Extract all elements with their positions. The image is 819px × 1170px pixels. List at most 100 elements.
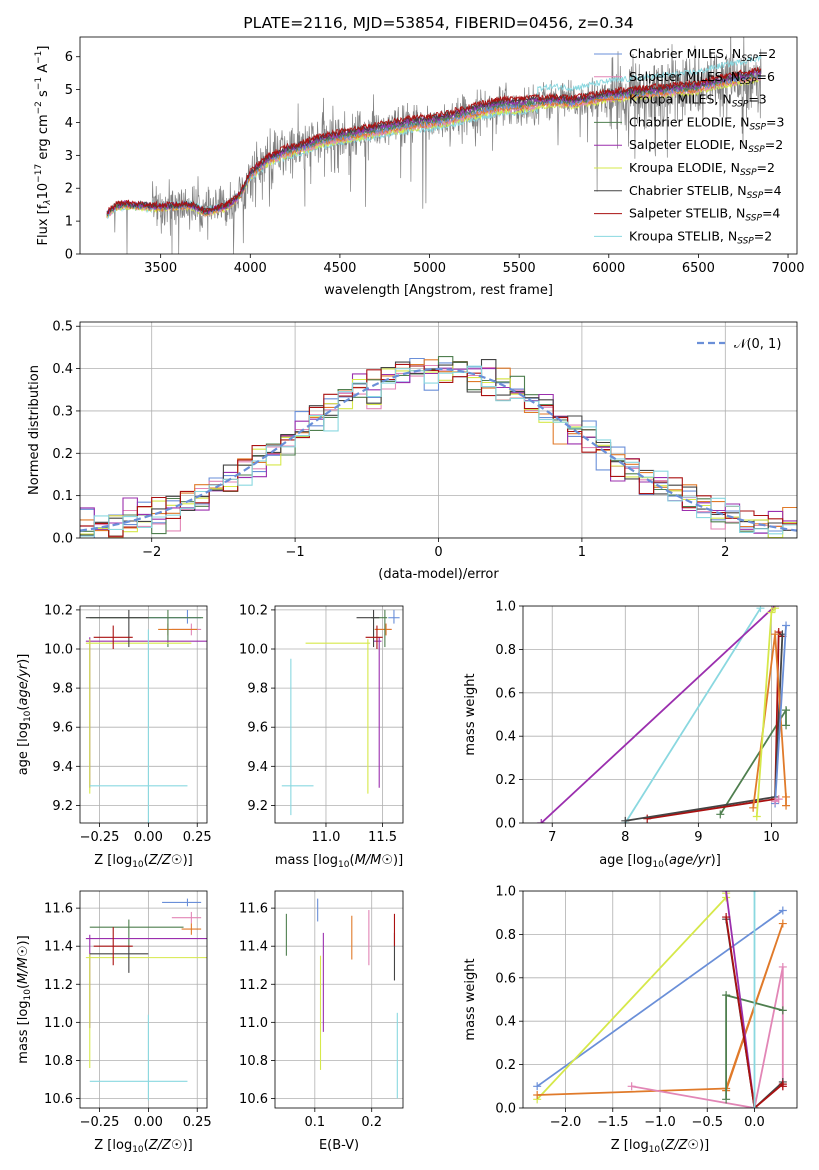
normal-distribution-curve: [80, 367, 797, 532]
y-tick-label: 10.2: [239, 603, 268, 618]
y-tick-label: 11.6: [239, 902, 268, 917]
x-tick-label: 0.0: [744, 1115, 765, 1130]
y-tick-label: 0.8: [495, 643, 516, 658]
x-axis-label: mass [log10(M/M☉)]: [275, 853, 403, 870]
y-axis-label-part: log: [16, 1000, 31, 1020]
x-axis-label-part: Z [: [94, 853, 112, 868]
x-tick-label: 4500: [323, 261, 356, 276]
x-tick-label: 5500: [503, 261, 536, 276]
x-tick-label: 4000: [234, 261, 267, 276]
x-axis-label-part: (: [349, 853, 354, 868]
x-axis-label-part: (: [660, 1138, 665, 1153]
legend-entry: Chabrier MILES, NSSP=2: [629, 46, 776, 64]
x-axis-label-part: (data-model)/error: [378, 567, 499, 582]
y-axis-label-part: )]: [16, 935, 31, 945]
x-axis-label-part: log: [318, 853, 338, 868]
x-tick-label: −0.25: [80, 1115, 120, 1130]
legend-entry: Salpeter MILES, NSSP=6: [629, 69, 775, 87]
legend-entry: Kroupa STELIB, NSSP=2: [629, 228, 772, 246]
y-tick-label: 10.0: [44, 643, 73, 658]
y-tick-label: 10.8: [239, 1054, 268, 1069]
y-tick-label: 0.2: [495, 1058, 516, 1073]
series-marker: [722, 1095, 731, 1104]
series-marker: [782, 801, 791, 810]
series-marker: [722, 891, 731, 895]
y-tick-label: 1.0: [495, 885, 516, 900]
x-tick-label: −1.0: [644, 1115, 676, 1130]
x-axis-label-part: Z/Z☉: [664, 1138, 699, 1153]
y-tick-label: 0.4: [495, 1015, 516, 1030]
y-tick-label: 0.4: [52, 362, 73, 377]
axes-frame: [79, 321, 798, 539]
series-marker: [533, 1082, 542, 1091]
legend-sub: SSP: [748, 145, 765, 155]
y-tick-label: 10.0: [239, 643, 268, 658]
plot-area: [80, 891, 207, 1108]
legend-sub: SSP: [740, 77, 757, 87]
plot-area: [275, 606, 403, 823]
y-axis-label-part: Normed distribution: [27, 365, 42, 495]
histogram-chabrier-stelib: [80, 359, 797, 536]
y-axis-label: mass [log10(M/M☉)]: [16, 935, 33, 1063]
series-marker: [782, 621, 791, 630]
series-line: [540, 606, 776, 823]
y-tick-label: 0.2: [52, 447, 73, 462]
x-axis-label-part: )]: [183, 1138, 193, 1153]
plot-area: [275, 891, 403, 1108]
x-tick-label: −2.0: [550, 1115, 582, 1130]
x-axis-label: Z [log10(Z/Z☉)]: [94, 853, 193, 870]
axes-frame: [274, 890, 404, 1109]
series-marker: [627, 1082, 636, 1091]
x-tick-label: 0.25: [183, 830, 212, 845]
x-axis-label-part: Z [: [94, 1138, 112, 1153]
x-tick-label: 11.0: [311, 830, 340, 845]
x-axis-label-part: log: [629, 1138, 649, 1153]
x-tick-label: −1: [286, 545, 305, 560]
x-axis-label-part: log: [633, 853, 653, 868]
axes-frame: [79, 605, 208, 824]
histogram-kroupa-stelib: [80, 365, 797, 537]
legend-tail: =2: [758, 46, 776, 61]
y-axis-label-part: mass weight: [463, 958, 478, 1040]
legend-text: Chabrier STELIB, N: [629, 183, 747, 198]
plot-area: [106, 37, 762, 254]
x-tick-label: 0.1: [304, 1115, 325, 1130]
legend-tail: =6: [757, 69, 775, 84]
y-tick-label: 0.2: [495, 773, 516, 788]
legend-sub: SSP: [740, 168, 757, 178]
series-marker: [782, 792, 791, 801]
y-axis-label: mass weight: [463, 673, 478, 755]
y-axis-label-part: −1: [34, 51, 44, 64]
y-tick-label: 0.6: [495, 971, 516, 986]
x-axis-label-part: (: [144, 1138, 149, 1153]
x-axis-label-part: )]: [393, 853, 403, 868]
legend-entry: Salpeter ELODIE, NSSP=2: [629, 137, 783, 155]
legend-tail: =4: [762, 206, 780, 221]
legend-tail: =2: [765, 137, 783, 152]
y-axis-label-part: log: [16, 722, 31, 742]
series-line: [647, 629, 784, 820]
y-axis-label-part: erg cm: [36, 114, 51, 163]
series-marker: [533, 1090, 542, 1099]
x-axis-label-part: 10: [132, 1145, 144, 1155]
series-marker: [643, 814, 652, 823]
x-axis-label-part: )]: [711, 853, 721, 868]
y-axis-label-part: 10: [23, 710, 33, 722]
x-tick-label: 5000: [413, 261, 446, 276]
legend-text: Kroupa STELIB, N: [629, 228, 737, 243]
y-tick-label: 0.3: [52, 404, 73, 419]
series-marker: [778, 919, 787, 928]
x-axis-label-part: 10: [649, 1145, 661, 1155]
legend-sub: SSP: [749, 122, 766, 132]
y-axis-label-part: s: [36, 90, 51, 101]
y-axis-label-part: −17: [34, 164, 44, 183]
age-vs-metallicity-panel: −0.25 0.00 0.259.29.49.69.810.010.2Z [log1…: [16, 603, 212, 870]
legend-tail: =4: [763, 183, 781, 198]
x-axis-label-part: )]: [183, 853, 193, 868]
y-tick-label: 9.2: [52, 799, 73, 814]
x-axis-label-part: )]: [699, 1138, 709, 1153]
x-axis-label-part: 10: [132, 860, 144, 870]
y-tick-label: 0.0: [495, 817, 516, 832]
y-axis-label-part: 10: [36, 183, 51, 200]
